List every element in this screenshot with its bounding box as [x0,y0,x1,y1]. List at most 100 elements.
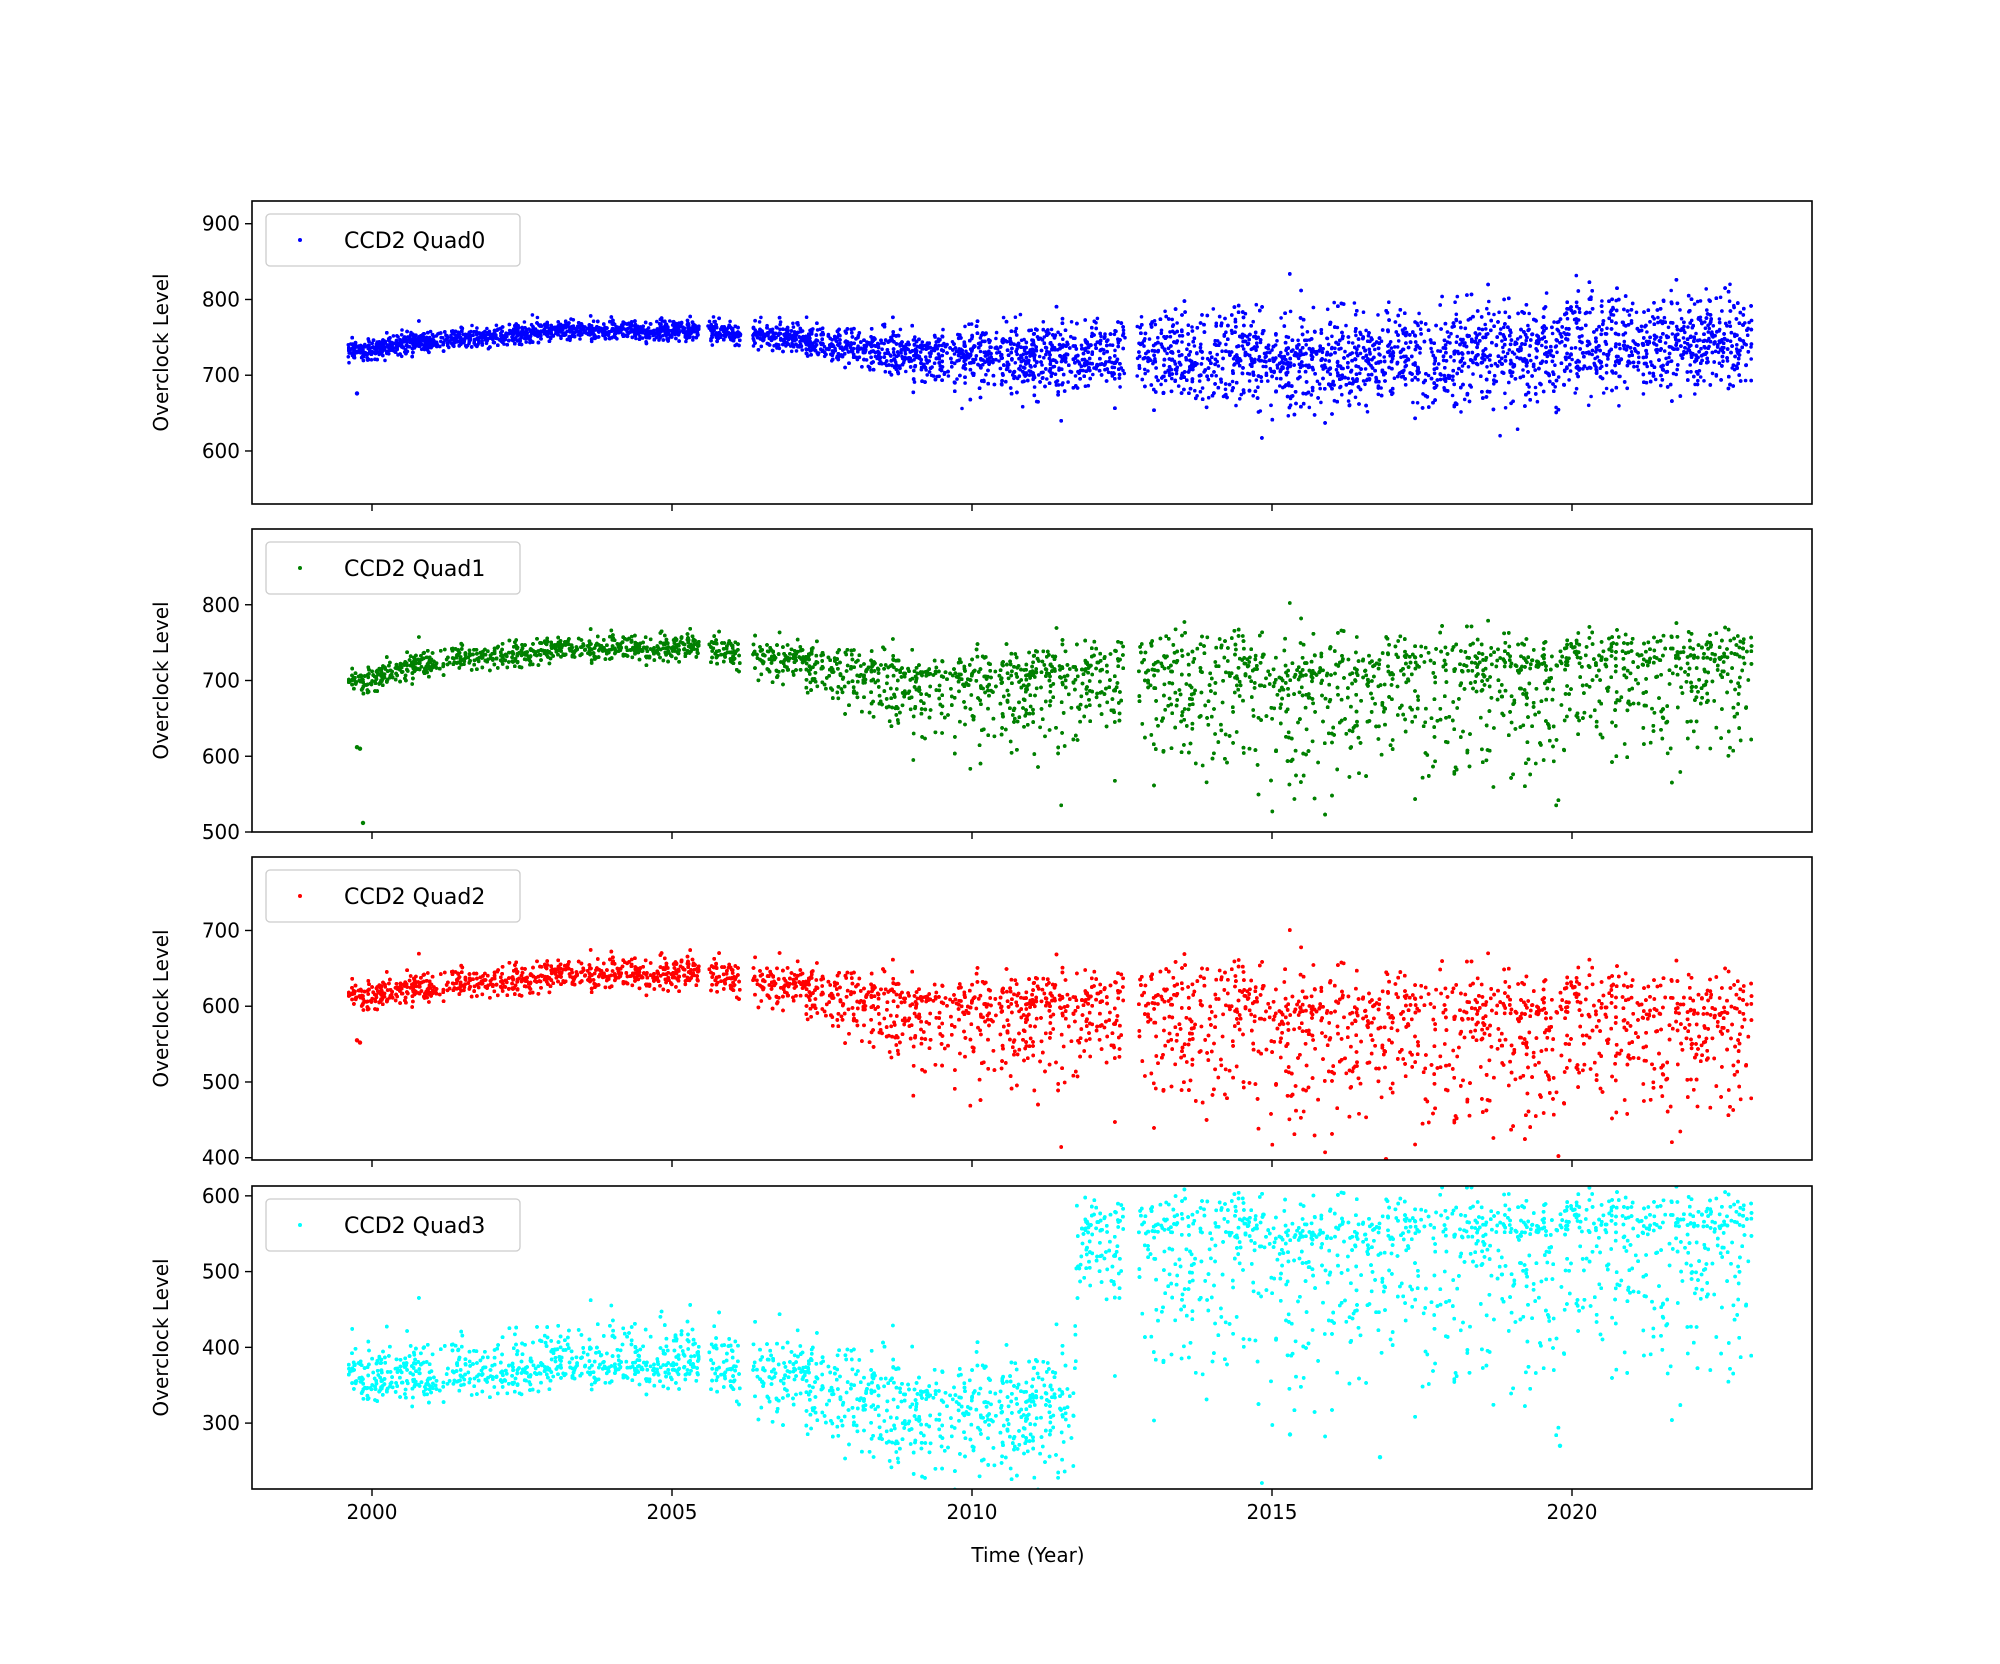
data-point [1367,347,1372,352]
data-point [1340,392,1344,397]
data-point [1279,316,1283,320]
data-point [1458,337,1463,342]
data-point [963,381,967,385]
data-point [1014,326,1019,331]
data-point [1670,332,1675,336]
data-point [1711,324,1716,328]
data-point [1429,346,1433,351]
data-point [1454,312,1459,317]
data-point [1353,312,1358,317]
data-point [1455,334,1459,339]
data-point [1020,404,1025,409]
data-point [571,318,576,322]
data-point [1622,339,1627,344]
data-point [1558,341,1562,345]
data-point [1224,342,1228,347]
data-point [1703,320,1707,324]
data-point [657,321,662,326]
data-point [1662,349,1667,353]
data-point [1604,371,1609,375]
data-point [383,358,387,363]
data-point [1275,339,1279,343]
data-point [1159,331,1164,336]
data-point [1305,330,1310,334]
data-point [785,330,790,334]
data-point [1142,367,1147,372]
data-point [1335,371,1340,375]
data-point [963,324,967,329]
data-point [1485,365,1489,369]
data-point [994,336,998,341]
data-point [1604,386,1609,391]
data-point [1274,376,1279,381]
data-point [1264,364,1268,369]
data-point [1001,315,1006,320]
data-point [1666,335,1671,339]
data-point [804,315,809,320]
data-point [1447,335,1451,339]
data-point [1170,376,1174,381]
data-point [1652,317,1656,321]
data-point [1346,340,1351,345]
data-point [1069,334,1073,339]
data-point [1678,308,1682,312]
data-point [1289,349,1294,354]
data-point [346,343,351,347]
data-point [1156,335,1160,340]
data-point [1337,347,1341,351]
data-point [1022,337,1026,342]
data-point [1455,294,1460,299]
data-point [439,335,443,340]
data-point [1112,332,1117,337]
data-point [1666,325,1671,330]
data-point [1586,403,1591,408]
data-point [1297,369,1301,374]
data-point [1368,350,1372,355]
data-point [1261,364,1265,369]
data-point [1340,373,1345,378]
data-point [1445,340,1450,344]
data-point [1137,341,1141,346]
data-point [1037,354,1042,359]
data-point [822,344,827,349]
data-point [1069,320,1074,324]
data-point [1418,327,1423,332]
data-point [1503,354,1508,359]
data-point [1286,414,1291,418]
data-point [444,333,448,338]
data-point [1449,331,1453,336]
data-point [1577,310,1582,315]
data-point [1300,325,1304,329]
data-point [1350,341,1355,345]
data-point [1296,338,1300,343]
data-point [1392,376,1397,381]
data-point [1163,309,1167,314]
data-point [1636,368,1641,372]
data-point [1570,357,1574,362]
data-point [1632,364,1636,369]
data-point [1452,358,1456,363]
data-point [1411,400,1415,405]
data-point [1617,404,1621,408]
data-point [1256,335,1260,340]
data-point [883,369,888,374]
data-point [1484,327,1488,331]
data-point [1629,350,1634,354]
data-point [967,322,971,327]
data-point [1361,345,1366,350]
data-point [1574,273,1579,278]
data-point [1066,380,1070,384]
data-point [1103,332,1107,336]
data-point [1598,366,1602,371]
data-point [1645,352,1649,356]
data-point [1083,384,1088,389]
data-point [1605,326,1609,331]
data-point [1104,339,1109,344]
data-point [904,369,908,374]
data-point [1527,385,1531,389]
data-point [1396,339,1401,343]
data-point [1344,323,1348,328]
data-point [347,360,351,365]
data-point [1554,344,1559,348]
data-point [1544,326,1548,331]
